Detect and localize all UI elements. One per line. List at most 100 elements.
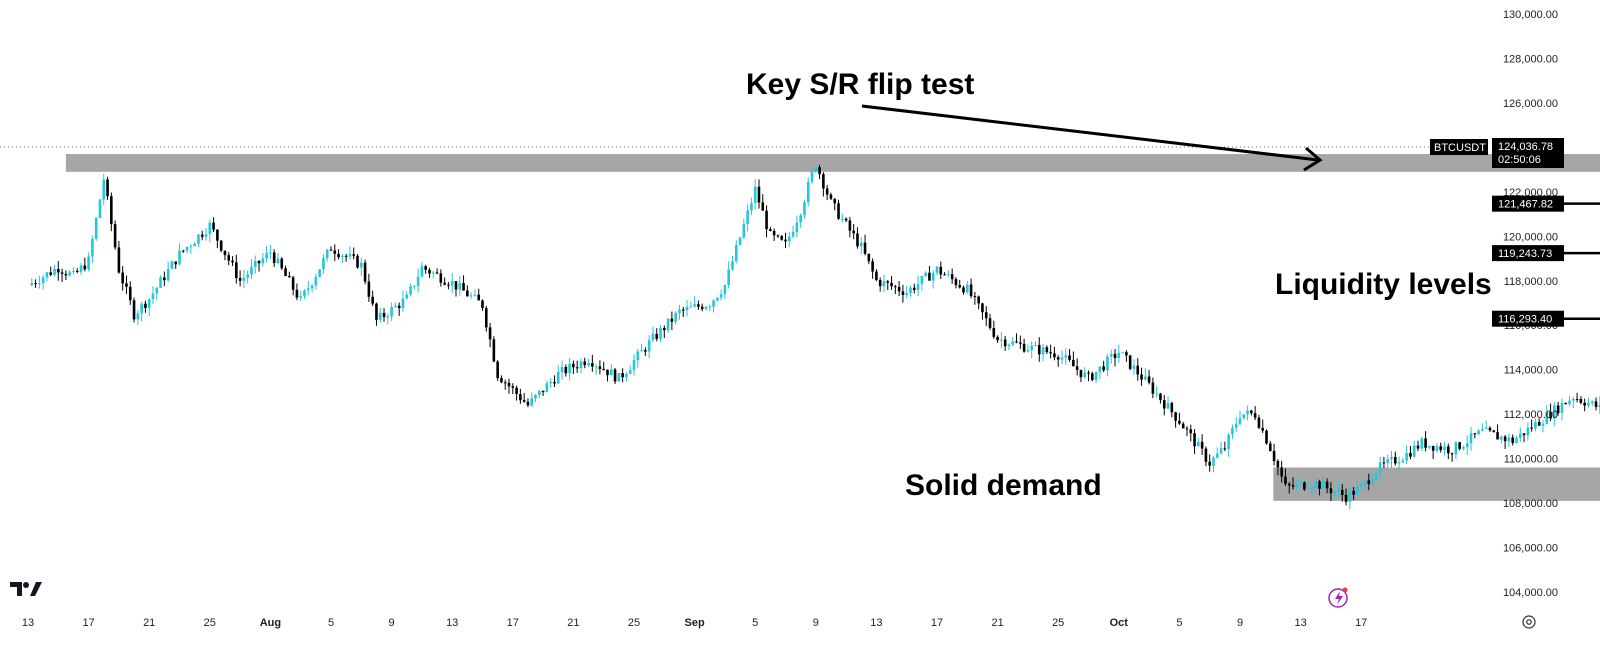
candle-body (844, 218, 848, 221)
candle-body (185, 246, 189, 251)
candle-body (1333, 491, 1336, 494)
candle-body (416, 276, 420, 286)
candle-body (1223, 448, 1227, 450)
candle-body (750, 203, 753, 211)
candle-body (144, 303, 147, 308)
candle-body (572, 363, 575, 368)
candle-body (829, 194, 833, 199)
candle-body (1469, 433, 1473, 444)
x-tick-label: 9 (389, 617, 395, 629)
candle-body (1484, 427, 1488, 429)
candle-body (1371, 479, 1374, 484)
candle-body (79, 265, 83, 272)
candle-body (1034, 344, 1037, 346)
candle-body (1117, 352, 1121, 358)
candle-body (587, 363, 590, 366)
candle-body (1162, 400, 1166, 409)
candle-body (708, 306, 712, 308)
candle-body (1553, 405, 1556, 419)
liquidity-lines-layer (1492, 202, 1600, 320)
candle-body (299, 296, 302, 298)
candle-body (1000, 339, 1003, 341)
candle-body (280, 258, 284, 269)
x-tick-label: 5 (1176, 617, 1182, 629)
x-tick-label: 5 (752, 617, 758, 629)
gear-icon[interactable] (1522, 615, 1536, 629)
candle-body (769, 229, 772, 231)
candle-body (526, 401, 530, 406)
candle-body (1310, 487, 1314, 490)
candle-body (1200, 441, 1204, 449)
lightning-icon[interactable] (1328, 587, 1348, 608)
candle-body (723, 285, 727, 295)
candle-body (1090, 373, 1094, 381)
candle-body (806, 181, 810, 203)
candle-body (685, 306, 689, 311)
candle-body (894, 286, 897, 288)
candle-body (136, 313, 140, 320)
annotation-liquidity: Liquidity levels (1275, 268, 1492, 301)
candle-body (647, 340, 651, 352)
candle-body (466, 290, 469, 297)
candle-body (1094, 371, 1098, 381)
candle-body (246, 274, 249, 278)
candle-body (1530, 427, 1533, 429)
candle-body (1386, 459, 1390, 464)
candle-body (1359, 484, 1363, 487)
candle-body (1109, 354, 1113, 357)
candle-body (272, 252, 276, 263)
candle-body (636, 351, 640, 361)
candle-body (409, 286, 412, 295)
candle-body (155, 287, 159, 294)
candle-body (1428, 445, 1431, 448)
candle-body (250, 266, 253, 275)
candle-body (1276, 460, 1280, 468)
candle-body (325, 249, 329, 259)
x-tick-label: 17 (507, 617, 519, 629)
candle-body (666, 318, 670, 331)
y-tick-label: 114,000.00 (1504, 365, 1558, 377)
y-axis[interactable]: 130,000.00128,000.00126,000.00122,000.00… (1503, 9, 1558, 599)
candle-body (1128, 355, 1132, 369)
candle-body (1166, 402, 1170, 409)
annotation-demand: Solid demand (905, 469, 1102, 502)
candle-body (1242, 414, 1246, 419)
candle-body (962, 287, 965, 293)
candle-body (560, 367, 564, 372)
candle-body (1257, 417, 1261, 428)
candle-body (890, 282, 893, 287)
candle-body (450, 281, 454, 286)
x-axis[interactable]: 13 17 21 25 Aug 5 9 13 17 21 25 Sep 5 9 13 17 21 25 Oct 5 9 1… (22, 617, 1367, 629)
candle-body (443, 282, 446, 285)
candle-body (568, 363, 571, 374)
candle-body (818, 167, 821, 175)
candle-body (1492, 430, 1496, 433)
candle-body (1053, 353, 1056, 358)
candle-body (1424, 438, 1427, 448)
candle-body (1507, 437, 1511, 442)
candle-body (1344, 494, 1348, 502)
candle-body (424, 266, 427, 270)
candle-body (113, 224, 117, 248)
candle-body (41, 277, 45, 284)
candle-body (700, 306, 704, 310)
candle-body (795, 222, 799, 232)
candle-body (678, 309, 681, 313)
candle-body (791, 231, 795, 237)
candle-body (484, 308, 488, 328)
candle-body (545, 383, 549, 393)
candle-body (159, 277, 162, 288)
candle-body (1405, 452, 1408, 461)
resistance-zone (65, 154, 1600, 172)
candle-body (538, 390, 541, 395)
candle-body (564, 367, 568, 374)
candle-body (928, 272, 931, 281)
x-tick-label: 9 (813, 617, 819, 629)
candle-body (753, 186, 757, 204)
candle-body (1435, 446, 1439, 451)
candle-body (1170, 402, 1174, 413)
candle-body (1450, 453, 1454, 455)
candle-body (1572, 398, 1575, 401)
tradingview-logo[interactable] (10, 582, 42, 596)
